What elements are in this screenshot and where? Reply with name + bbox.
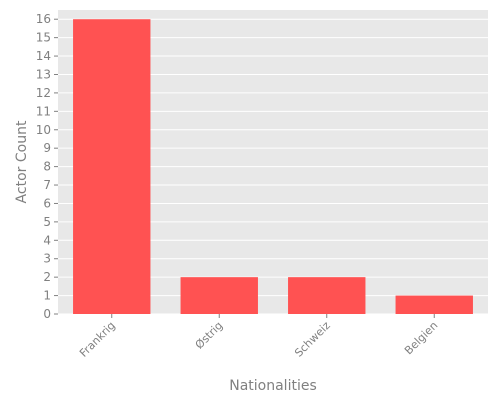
y-tick-label: 6: [43, 196, 51, 210]
y-tick-label: 7: [43, 178, 51, 192]
y-tick-label: 8: [43, 160, 51, 174]
y-tick-label: 12: [36, 86, 51, 100]
y-tick-label: 3: [43, 252, 51, 266]
y-tick-label: 16: [36, 12, 51, 26]
y-tick-label: 14: [36, 49, 51, 63]
x-tick-label: Schweiz: [292, 319, 333, 360]
bar-2: [288, 277, 366, 314]
y-tick-label: 1: [43, 289, 51, 303]
y-tick-label: 5: [43, 215, 51, 229]
bars: [73, 19, 473, 314]
y-tick-label: 0: [43, 307, 51, 321]
y-tick-label: 4: [43, 233, 51, 247]
x-tick-label: Frankrig: [77, 319, 118, 360]
y-tick-label: 15: [36, 31, 51, 45]
y-tick-label: 10: [36, 123, 51, 137]
x-axis-label: Nationalities: [229, 378, 317, 394]
x-tick-label: Belgien: [402, 319, 440, 357]
y-tick-label: 11: [36, 104, 51, 118]
y-tick-label: 13: [36, 67, 51, 81]
y-tick-label: 9: [43, 141, 51, 155]
y-axis-label: Actor Count: [14, 120, 30, 203]
bar-0: [73, 19, 151, 314]
bar-3: [395, 295, 473, 314]
bar-1: [180, 277, 258, 314]
x-tick-label: Østrig: [193, 319, 226, 352]
y-tick-label: 2: [43, 270, 51, 284]
x-axis-ticks: Frankrig Østrig Schweiz Belgien: [77, 314, 440, 360]
